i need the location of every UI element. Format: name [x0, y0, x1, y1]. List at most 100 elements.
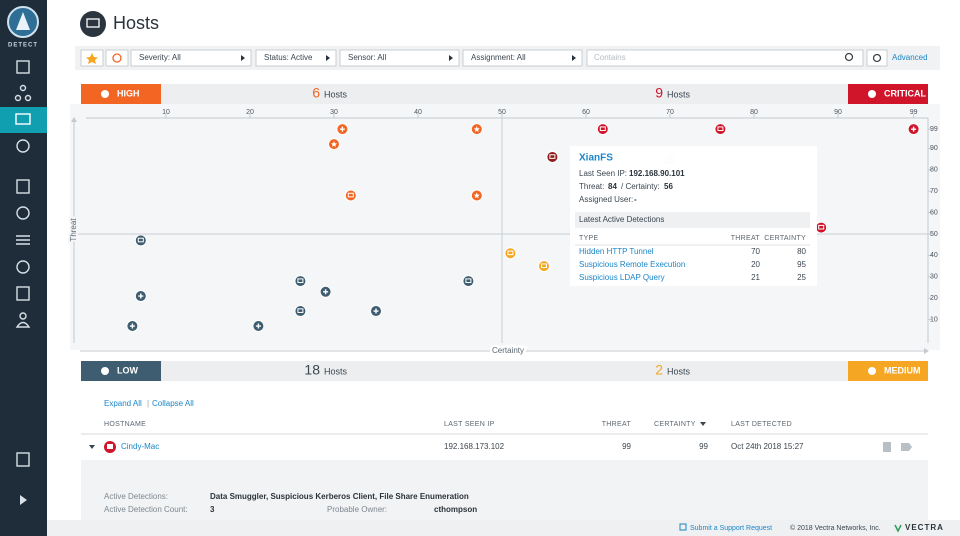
tooltip-certainty-label: / Certainty:	[621, 182, 660, 191]
search-placeholder: Contains	[594, 53, 626, 62]
detection-certainty: 80	[797, 247, 806, 256]
row-hostname[interactable]: Cindy-Mac	[121, 442, 159, 451]
nav-hosts[interactable]	[15, 113, 31, 125]
quadrant-badge[interactable]	[848, 84, 928, 104]
nav-reports[interactable]	[16, 179, 30, 194]
host-point[interactable]	[252, 320, 265, 333]
host-point[interactable]	[815, 221, 828, 234]
collapse-all[interactable]: Collapse All	[152, 399, 194, 408]
x-tick-label: 60	[582, 109, 590, 116]
nav-logout[interactable]	[16, 452, 30, 467]
host-point[interactable]	[546, 150, 559, 163]
row-last-detected: Oct 24th 2018 15:27	[731, 442, 804, 451]
col-last-detected[interactable]: LAST DETECTED	[731, 421, 792, 428]
host-point[interactable]	[328, 138, 340, 151]
host-point-glyph	[818, 224, 825, 230]
detection-type[interactable]: Suspicious Remote Execution	[579, 260, 685, 269]
nav-health[interactable]	[16, 206, 30, 220]
quadrant-badge[interactable]	[81, 84, 161, 104]
nav-dashboard[interactable]	[16, 60, 30, 74]
host-point[interactable]	[470, 189, 483, 202]
y-tick-label: 70	[930, 188, 938, 195]
filter-dropdown[interactable]	[255, 49, 337, 67]
expand-all[interactable]: Expand All	[104, 399, 142, 408]
host-point[interactable]	[714, 123, 727, 136]
x-tick-label: 30	[330, 109, 338, 116]
col-certainty[interactable]: CERTAINTY	[654, 421, 696, 428]
host-point-glyph	[137, 237, 144, 243]
x-tick-label: 10	[162, 109, 170, 116]
host-point-circle	[538, 260, 550, 273]
host-point[interactable]	[134, 234, 147, 247]
quadrant-badge-icon	[868, 367, 876, 375]
host-point[interactable]	[462, 275, 475, 288]
top-band	[81, 84, 928, 104]
quadrant-count-label: Hosts	[324, 366, 348, 376]
detection-type[interactable]: Hidden HTTP Tunnel	[579, 247, 654, 256]
col-hostname[interactable]: HOSTNAME	[104, 421, 146, 428]
host-point-glyph	[599, 126, 606, 132]
x-tick-label: 99	[910, 109, 918, 116]
owner: cthompson	[434, 505, 477, 514]
target-button[interactable]	[105, 49, 129, 67]
filter-dropdown[interactable]	[462, 49, 583, 67]
host-point[interactable]	[126, 320, 139, 333]
host-point[interactable]	[134, 290, 147, 303]
quadrant-count: 18	[304, 362, 320, 378]
search-icon	[844, 52, 854, 62]
row-toggle[interactable]	[89, 445, 95, 449]
dropdown-arrow	[326, 55, 330, 61]
nav-network-node	[14, 94, 22, 102]
host-point[interactable]	[294, 305, 307, 318]
filter-label: Severity: All	[139, 53, 181, 62]
host-point-glyph	[347, 192, 354, 198]
host-point[interactable]	[470, 123, 483, 136]
nav-detections[interactable]	[16, 139, 30, 153]
nav-account[interactable]	[19, 312, 27, 320]
host-point-circle	[294, 275, 307, 288]
nav-settings-sliders[interactable]	[16, 235, 30, 245]
host-point[interactable]	[596, 123, 609, 136]
filter-dropdown[interactable]	[130, 49, 252, 67]
refresh-icon	[872, 53, 882, 63]
refresh-button[interactable]	[866, 49, 888, 67]
x-tick-label: 90	[834, 109, 842, 116]
host-point-circle	[714, 123, 727, 136]
quadrant-badge[interactable]	[848, 361, 928, 381]
delete-icon[interactable]	[883, 442, 891, 452]
target-icon	[112, 53, 122, 63]
col-threat[interactable]: THREAT	[602, 421, 632, 428]
host-point-circle	[344, 189, 357, 202]
host-point[interactable]	[319, 285, 332, 298]
col-ip[interactable]: LAST SEEN IP	[444, 421, 495, 428]
y-tick-label: 80	[930, 167, 938, 174]
host-point[interactable]	[538, 260, 550, 273]
detection-type[interactable]: Suspicious LDAP Query	[579, 273, 665, 282]
y-tick-label: 20	[930, 295, 938, 302]
host-point[interactable]	[907, 123, 920, 136]
host-point-glyph	[129, 323, 135, 329]
tag-icon[interactable]	[901, 443, 912, 451]
host-point[interactable]	[504, 247, 517, 260]
nav-settings[interactable]	[16, 260, 30, 274]
search-box[interactable]	[586, 49, 864, 67]
tooltip-hostname[interactable]: XianFS	[579, 153, 613, 164]
host-point[interactable]	[336, 123, 349, 136]
host-point[interactable]	[294, 275, 307, 288]
copyright: © 2018 Vectra Networks, Inc.	[790, 524, 881, 532]
host-point[interactable]	[344, 189, 357, 202]
nav-network[interactable]	[19, 84, 27, 92]
advanced-link[interactable]: Advanced	[892, 53, 928, 62]
host-point-circle	[462, 275, 475, 288]
filter-label: Assignment: All	[471, 53, 526, 62]
support-link[interactable]: Submit a Support Request	[690, 525, 772, 532]
host-point[interactable]	[370, 305, 382, 318]
quadrant-badge[interactable]	[81, 361, 161, 381]
filter-dropdown[interactable]	[339, 49, 460, 67]
nav-docs[interactable]	[16, 286, 30, 301]
nav-icons	[14, 60, 32, 467]
host-point-glyph	[549, 154, 556, 159]
nav-expand[interactable]	[20, 495, 27, 505]
row-details	[81, 460, 928, 520]
host-point-glyph	[473, 126, 480, 132]
